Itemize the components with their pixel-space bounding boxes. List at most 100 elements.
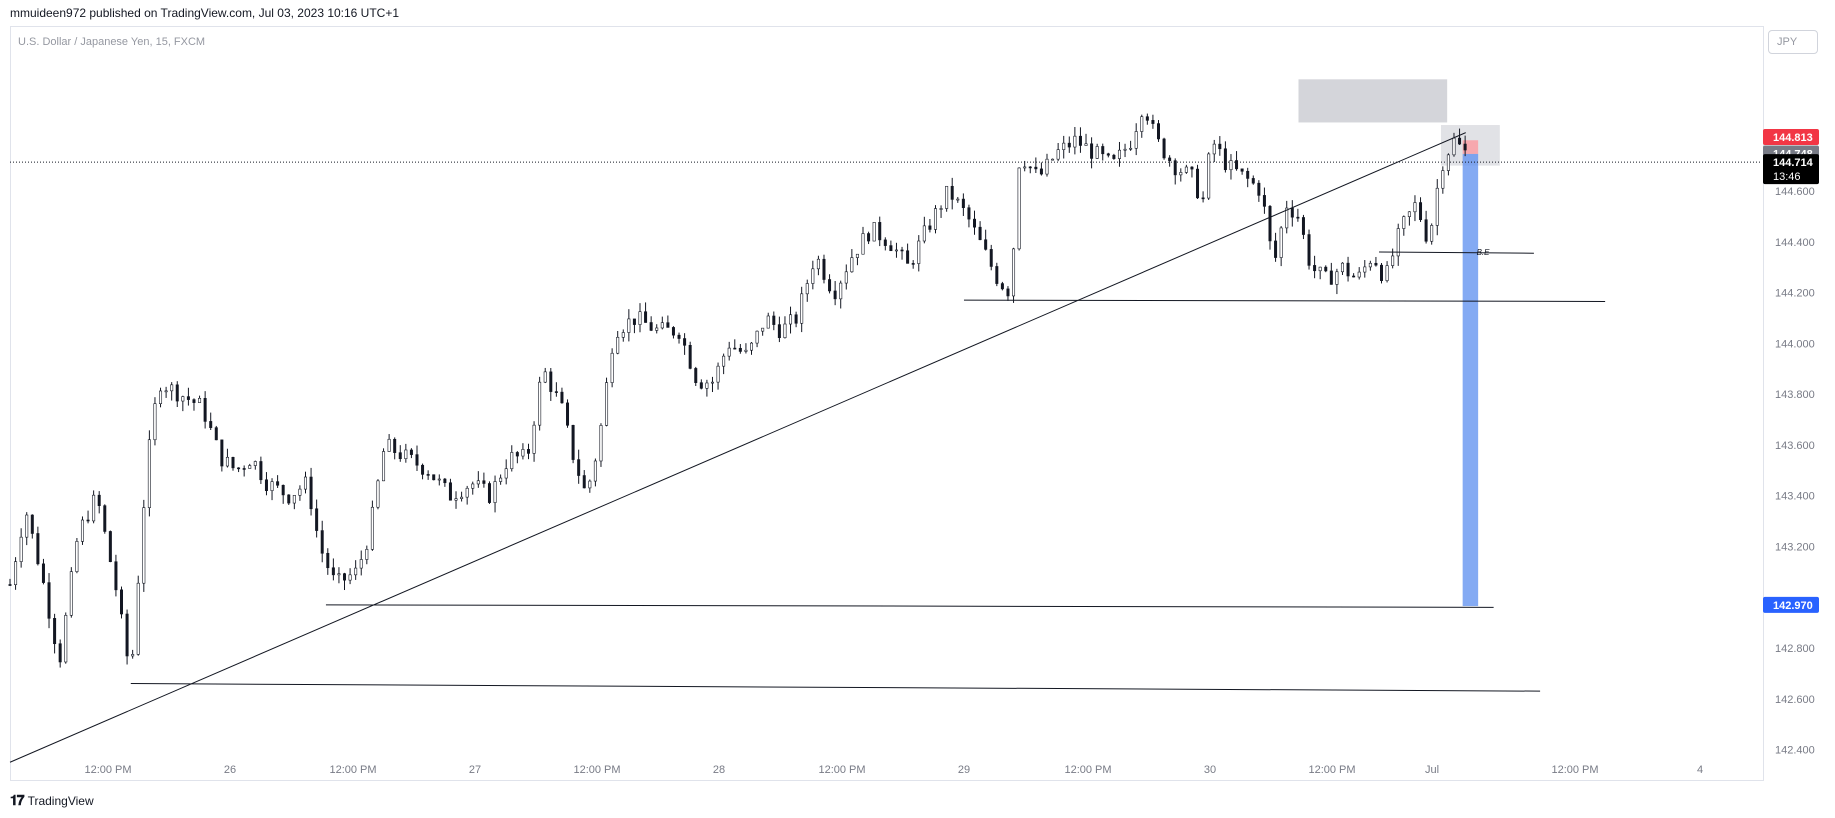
candle-body [1078,135,1082,146]
candle-body [710,381,714,384]
candle-body [437,478,441,481]
candle-body [1173,160,1177,176]
candle-body [816,258,820,270]
chart-pane[interactable] [10,26,1764,781]
level-line [130,683,1541,692]
candle-body [1402,216,1406,229]
candle-body [1419,202,1423,221]
x-tick-label: 12:00 PM [84,764,131,776]
candle-body [365,549,369,560]
candle-body [448,482,452,501]
candle-body [526,449,530,454]
candle-body [114,561,118,591]
price-chart[interactable]: B.E 144.600 144.400 144.200 144.000 143.800 14… [0,0,1835,790]
candle-body [616,336,620,354]
candle-body [543,371,547,383]
x-tick-label: 12:00 PM [1551,764,1598,776]
candle-body [1357,271,1361,278]
candle-body [1446,154,1450,171]
candle-body [36,533,40,565]
candle-body [8,584,12,586]
candle-body [1179,172,1183,176]
candle-body [694,368,698,383]
y-tick-label: 144.000 [1775,338,1815,350]
candle-body [354,567,358,576]
candle-body [343,573,347,581]
candle-body [1023,166,1027,169]
candle-body [872,222,876,242]
candle-body [30,514,34,534]
candle-body [973,218,977,228]
candle-body [409,449,413,455]
candle-body [209,421,213,428]
candle-body [443,478,447,484]
candle-body [1084,143,1088,146]
candle-body [554,391,558,393]
y-tick-label: 144.200 [1775,288,1815,300]
candle-body [1123,148,1127,151]
candle-body [922,225,926,242]
candle-body [103,505,107,532]
candle-body [1352,275,1356,278]
candle-body [1413,202,1417,213]
candle-body [1156,123,1160,140]
candle-body [532,424,536,454]
candle-body [1162,138,1166,159]
candle-body [989,249,993,267]
candle-body [1435,187,1439,226]
candle-body [777,324,781,339]
candle-body [1340,262,1344,273]
candle-body [309,476,313,510]
candle-body [58,643,62,663]
candle-body [566,402,570,426]
y-tick-label: 143.600 [1775,440,1815,452]
candle-body [733,347,737,350]
candle-body [320,530,324,554]
x-tick-label: 12:00 PM [573,764,620,776]
candle-body [605,382,609,426]
candle-body [287,494,291,504]
candle-body [170,384,174,392]
candle-body [1385,265,1389,281]
candle-body [967,207,971,220]
candle-body [855,253,859,258]
candle-body [198,398,202,403]
x-tick-label: 26 [224,764,236,776]
candle-body [159,390,163,404]
candle-body [705,382,709,389]
candle-body [900,249,904,252]
candle-body [454,498,458,501]
candle-body [995,266,999,284]
x-tick-label: 12:00 PM [329,764,376,776]
candle-body [131,654,135,657]
candle-body [1374,262,1378,266]
candle-body [53,618,57,645]
currency-button[interactable]: JPY [1768,30,1818,54]
candle-body [1184,166,1188,173]
candle-body [64,615,68,663]
candle-body [560,391,564,404]
candle-body [164,390,168,393]
candle-body [1034,166,1038,170]
candle-body [1424,219,1428,242]
candle-body [688,345,692,369]
candle-body [738,347,742,352]
candle-body [181,396,185,402]
candle-body [627,318,631,333]
candle-body [1090,143,1094,159]
candle-body [1430,225,1434,242]
candle-body [727,347,731,357]
candle-body [1458,137,1462,145]
candle-body [120,589,124,615]
candle-body [1168,157,1172,161]
candle-body [577,459,581,476]
candle-body [415,454,419,466]
tradingview-logo-icon[interactable]: 𝟏𝟕 [10,792,25,808]
target-price-label: 142.970 [1773,600,1813,612]
candle-body [716,365,720,383]
candle-body [928,225,932,230]
candle-body [906,250,910,264]
candle-body [510,452,514,470]
candle-body [750,342,754,351]
be-annotation: B.E [1477,248,1491,257]
